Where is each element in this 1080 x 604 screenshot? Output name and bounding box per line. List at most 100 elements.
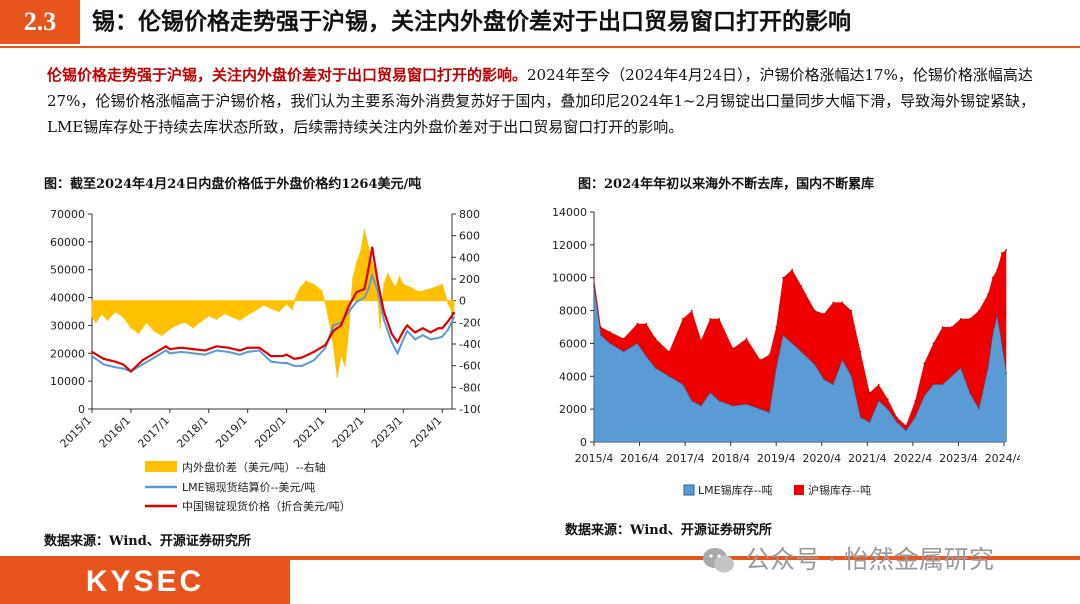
data-point-spread xyxy=(200,320,202,323)
data-point-shfe xyxy=(896,416,898,419)
data-point-lme xyxy=(987,367,989,369)
data-point-lme xyxy=(622,350,625,353)
data-point-lme xyxy=(429,338,432,341)
footer-divider xyxy=(0,556,1080,560)
data-point-shfe xyxy=(791,268,793,271)
data-point-lme xyxy=(441,335,444,338)
data-point-shfe xyxy=(941,326,944,328)
y-tick-label-right: -4000 xyxy=(459,338,480,351)
data-point-lme xyxy=(180,350,183,353)
wechat-icon xyxy=(703,548,734,573)
data-point-lme xyxy=(238,353,241,356)
data-point-shfe xyxy=(996,268,998,271)
data-point-china xyxy=(452,311,455,314)
data-point-china xyxy=(215,345,218,348)
data-point-china xyxy=(301,356,304,359)
data-point-shfe xyxy=(969,317,971,320)
data-point-spread xyxy=(130,326,132,329)
data-point-shfe xyxy=(859,350,862,353)
x-tick-label: 2020/4 xyxy=(802,452,841,465)
data-point-shfe xyxy=(914,400,916,402)
data-point-china xyxy=(114,360,117,363)
data-point-spread xyxy=(394,286,397,289)
data-point-china xyxy=(246,346,249,349)
data-point-lme xyxy=(153,356,156,359)
y-tick-label-left: 40000 xyxy=(50,292,85,305)
y-tick-label-right: -8000 xyxy=(459,381,480,394)
x-tick-label: 2022/1 xyxy=(330,414,367,451)
x-tick-label: 2015/4 xyxy=(575,452,614,465)
data-point-lme xyxy=(324,346,327,349)
data-point-china xyxy=(347,304,350,307)
data-point-lme xyxy=(745,403,748,406)
data-point-lme xyxy=(978,408,980,410)
data-point-lme xyxy=(363,296,366,299)
x-tick-label: 2024/4 xyxy=(985,452,1020,465)
data-point-spread xyxy=(441,283,444,286)
y-tick-label-right: 0 xyxy=(459,295,466,308)
x-tick-label: 2019/1 xyxy=(213,414,250,451)
data-point-shfe xyxy=(814,309,816,312)
y-tick-label-right: 4000 xyxy=(459,251,480,264)
data-point-lme xyxy=(691,400,693,402)
data-point-spread xyxy=(383,283,385,286)
data-point-shfe xyxy=(987,293,989,295)
data-point-spread xyxy=(207,315,210,317)
y-tick-label-right: -6000 xyxy=(459,360,480,373)
data-point-china xyxy=(270,355,273,358)
data-point-china xyxy=(324,343,327,346)
data-point-spread xyxy=(169,328,171,330)
y-tick-label-left: 20000 xyxy=(50,347,85,360)
data-point-shfe xyxy=(832,301,834,304)
x-tick-label: 2019/4 xyxy=(757,452,796,465)
y-tick-label-right: -2000 xyxy=(459,316,480,329)
data-point-spread xyxy=(299,286,302,289)
data-point-spread xyxy=(340,354,342,356)
data-point-lme xyxy=(887,408,889,410)
data-point-lme xyxy=(114,366,117,369)
data-point-spread xyxy=(291,308,294,311)
data-point-spread xyxy=(418,291,420,293)
data-point-spread xyxy=(145,321,148,324)
data-point-spread xyxy=(91,316,93,318)
summary-lead: 伦锡价格走势强于沪锡，关注内外盘价差对于出口贸易窗口打开的影响。 xyxy=(47,66,528,84)
data-point-lme xyxy=(709,391,711,394)
data-point-china xyxy=(406,324,409,327)
data-point-lme xyxy=(192,352,195,355)
data-point-spread xyxy=(215,318,218,320)
data-point-china xyxy=(363,288,366,291)
data-point-china xyxy=(122,363,125,366)
y-tick-label-right: 2000 xyxy=(459,273,480,286)
data-point-shfe xyxy=(768,354,771,356)
y-tick-label-left: 10000 xyxy=(50,375,85,388)
data-point-lme xyxy=(668,375,670,378)
data-point-lme xyxy=(877,400,880,402)
x-tick-label: 2018/1 xyxy=(174,414,211,451)
data-point-lme xyxy=(377,291,380,293)
y-tick-label: 12000 xyxy=(552,239,587,252)
data-point-spread xyxy=(425,289,428,291)
y-tick-label-left: 70000 xyxy=(50,208,85,221)
data-point-spread xyxy=(231,316,233,318)
section-number: 2.3 xyxy=(0,0,80,44)
chart-left-title: 图：截至2024年4月24日内盘价格低于外盘价格约1264美元/吨 xyxy=(44,177,422,192)
data-point-china xyxy=(285,353,288,356)
data-point-shfe xyxy=(622,337,625,340)
data-point-lme xyxy=(654,367,657,369)
data-point-shfe xyxy=(850,309,853,312)
data-point-lme xyxy=(768,411,771,414)
data-point-spread xyxy=(295,294,298,297)
data-point-spread xyxy=(153,330,156,332)
y-tick-label: 8000 xyxy=(559,305,587,318)
y-tick-label-right: -10000 xyxy=(459,403,480,416)
data-point-lme xyxy=(905,429,907,432)
data-point-china xyxy=(168,348,171,351)
data-point-shfe xyxy=(800,285,803,287)
data-point-spread xyxy=(254,309,257,312)
data-point-china xyxy=(390,332,393,335)
legend-label: LME锡现货结算价--美元/吨 xyxy=(182,480,315,494)
data-point-lme xyxy=(600,334,602,337)
data-point-lme xyxy=(390,341,393,344)
data-point-shfe xyxy=(600,326,602,328)
data-point-spread xyxy=(344,364,346,367)
